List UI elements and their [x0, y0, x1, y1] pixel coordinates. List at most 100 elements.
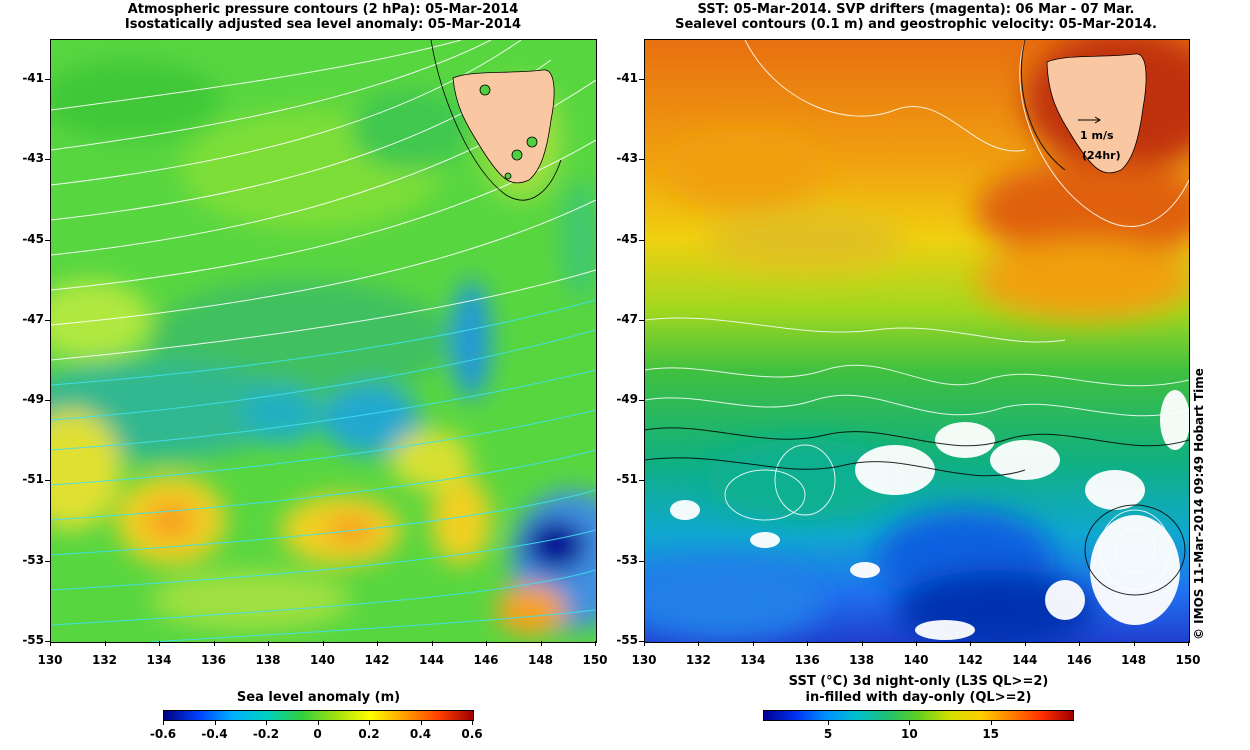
right-ytick-mark	[639, 319, 644, 321]
right-ytick-label: -49	[616, 392, 638, 407]
left-title-line2: Isostatically adjusted sea level anomaly…	[124, 17, 522, 32]
left-xtick-label: 136	[200, 653, 227, 667]
right-ytick-mark	[639, 159, 644, 161]
sst-colorbar-tick-label: 15	[982, 727, 1000, 741]
sst-colorbar-title-line2: in-filled with day-only (QL>=2)	[805, 690, 1032, 705]
right-ytick-mark	[639, 480, 644, 482]
velocity-scale-arrow	[1078, 116, 1101, 124]
sla-colorbar-tick-mark	[163, 721, 164, 725]
sla-colorbar-tick-mark	[420, 721, 422, 725]
sst-colorbar-tick-mark	[990, 721, 992, 725]
right-xtick-mark	[644, 641, 645, 646]
right-xtick-mark	[752, 641, 754, 646]
left-xtick-mark	[268, 641, 269, 646]
right-ytick-label: -55	[616, 633, 638, 647]
sla-colorbar-tick-mark	[472, 721, 473, 725]
left-xtick-label: 148	[527, 653, 554, 667]
left-ytick-mark	[45, 159, 50, 161]
left-xtick-mark	[213, 641, 215, 646]
left-xtick-label: 144	[418, 653, 445, 667]
left-xtick-label: 134	[146, 653, 172, 667]
left-xtick-mark	[377, 641, 378, 646]
left-ytick-label: -43	[22, 151, 44, 166]
left-xtick-label: 138	[255, 653, 281, 667]
sea-level-anomaly-field	[51, 40, 596, 642]
tasmania-landmass	[452, 69, 555, 184]
right-xtick-label: 140	[903, 653, 929, 667]
left-xtick-label: 150	[582, 653, 608, 667]
left-xtick-mark	[486, 641, 487, 646]
left-title-line1: Atmospheric pressure contours (2 hPa): 0…	[127, 2, 519, 17]
copyright-notice: © IMOS 11-Mar-2014 09:49 Hobart Time	[1192, 368, 1206, 640]
sla-colorbar-tick-label: 0.2	[358, 727, 380, 741]
right-xtick-label: 130	[631, 653, 657, 667]
right-xtick-label: 134	[740, 653, 766, 667]
sst-map: 1 m/s (24hr)	[644, 39, 1190, 643]
right-xtick-label: 146	[1066, 653, 1092, 667]
left-xtick-mark	[322, 641, 324, 646]
left-xtick-mark	[50, 641, 51, 646]
sla-colorbar-tick-label: -0.6	[149, 727, 177, 741]
right-xtick-label: 132	[685, 653, 711, 667]
right-ytick-label: -41	[616, 71, 638, 86]
left-xtick-label: 130	[37, 653, 63, 667]
right-xtick-mark	[1024, 641, 1026, 646]
left-xtick-label: 146	[473, 653, 499, 667]
left-xtick-mark	[104, 641, 106, 646]
right-ytick-label: -45	[616, 231, 638, 246]
sla-colorbar-tick-mark	[266, 721, 267, 725]
right-ytick-mark	[639, 79, 644, 81]
sla-colorbar-tick-label: -0.2	[252, 727, 280, 741]
velocity-legend-speed: 1 m/s	[1080, 129, 1114, 142]
left-xtick-mark	[595, 641, 596, 646]
left-xtick-label: 132	[91, 653, 118, 667]
right-title-line2: Sealevel contours (0.1 m) and geostrophi…	[675, 17, 1157, 32]
sla-colorbar-tick-label: 0.6	[461, 727, 483, 741]
sst-field: 1 m/s (24hr)	[645, 40, 1189, 642]
left-ytick-mark	[45, 400, 50, 402]
sla-colorbar-tick-mark	[214, 721, 216, 725]
left-ytick-label: -45	[22, 231, 44, 246]
right-xtick-label: 150	[1175, 653, 1201, 667]
left-xtick-label: 140	[309, 653, 336, 667]
sla-colorbar-tick-label: -0.4	[201, 727, 228, 741]
right-xtick-mark	[970, 641, 972, 646]
sst-colorbar	[763, 710, 1074, 721]
right-ytick-label: -47	[616, 311, 638, 326]
left-xtick-label: 142	[364, 653, 390, 667]
sst-colorbar-tick-label: 10	[901, 727, 918, 741]
right-title-line1: SST: 05-Mar-2014. SVP drifters (magenta)…	[697, 2, 1135, 17]
left-ytick-mark	[45, 79, 50, 81]
left-ytick-label: -41	[22, 71, 44, 86]
right-ytick-mark	[639, 239, 644, 241]
sst-colorbar-tick-mark	[828, 721, 830, 725]
left-ytick-label: -55	[22, 633, 44, 647]
right-xtick-label: 136	[794, 653, 820, 667]
right-ytick-label: -43	[616, 151, 638, 166]
left-ytick-mark	[45, 641, 50, 642]
sla-colorbar-tick-label: 0.4	[409, 727, 432, 741]
left-xtick-mark	[431, 641, 433, 646]
right-xtick-mark	[807, 641, 809, 646]
right-xtick-mark	[698, 641, 700, 646]
right-xtick-label: 138	[849, 653, 875, 667]
sst-colorbar-tick-label: 5	[823, 727, 833, 741]
sla-colorbar-title: Sea level anomaly (m)	[236, 690, 401, 705]
left-ytick-label: -51	[22, 472, 44, 487]
right-xtick-label: 144	[1012, 653, 1038, 667]
right-xtick-mark	[1188, 641, 1189, 646]
sst-colorbar-tick-mark	[909, 721, 911, 725]
right-ytick-mark	[639, 560, 644, 562]
sla-colorbar-tick-label: 0	[313, 727, 322, 741]
right-xtick-label: 148	[1121, 653, 1147, 667]
right-ytick-label: -53	[616, 552, 638, 567]
right-xtick-mark	[861, 641, 863, 646]
left-ytick-mark	[45, 239, 50, 241]
right-ytick-mark	[639, 400, 644, 402]
left-ytick-label: -49	[22, 392, 44, 407]
right-ytick-mark	[639, 641, 644, 642]
left-ytick-mark	[45, 319, 50, 321]
left-ytick-mark	[45, 560, 50, 562]
sla-colorbar-tick-mark	[369, 721, 370, 725]
right-xtick-label: 142	[957, 653, 983, 667]
